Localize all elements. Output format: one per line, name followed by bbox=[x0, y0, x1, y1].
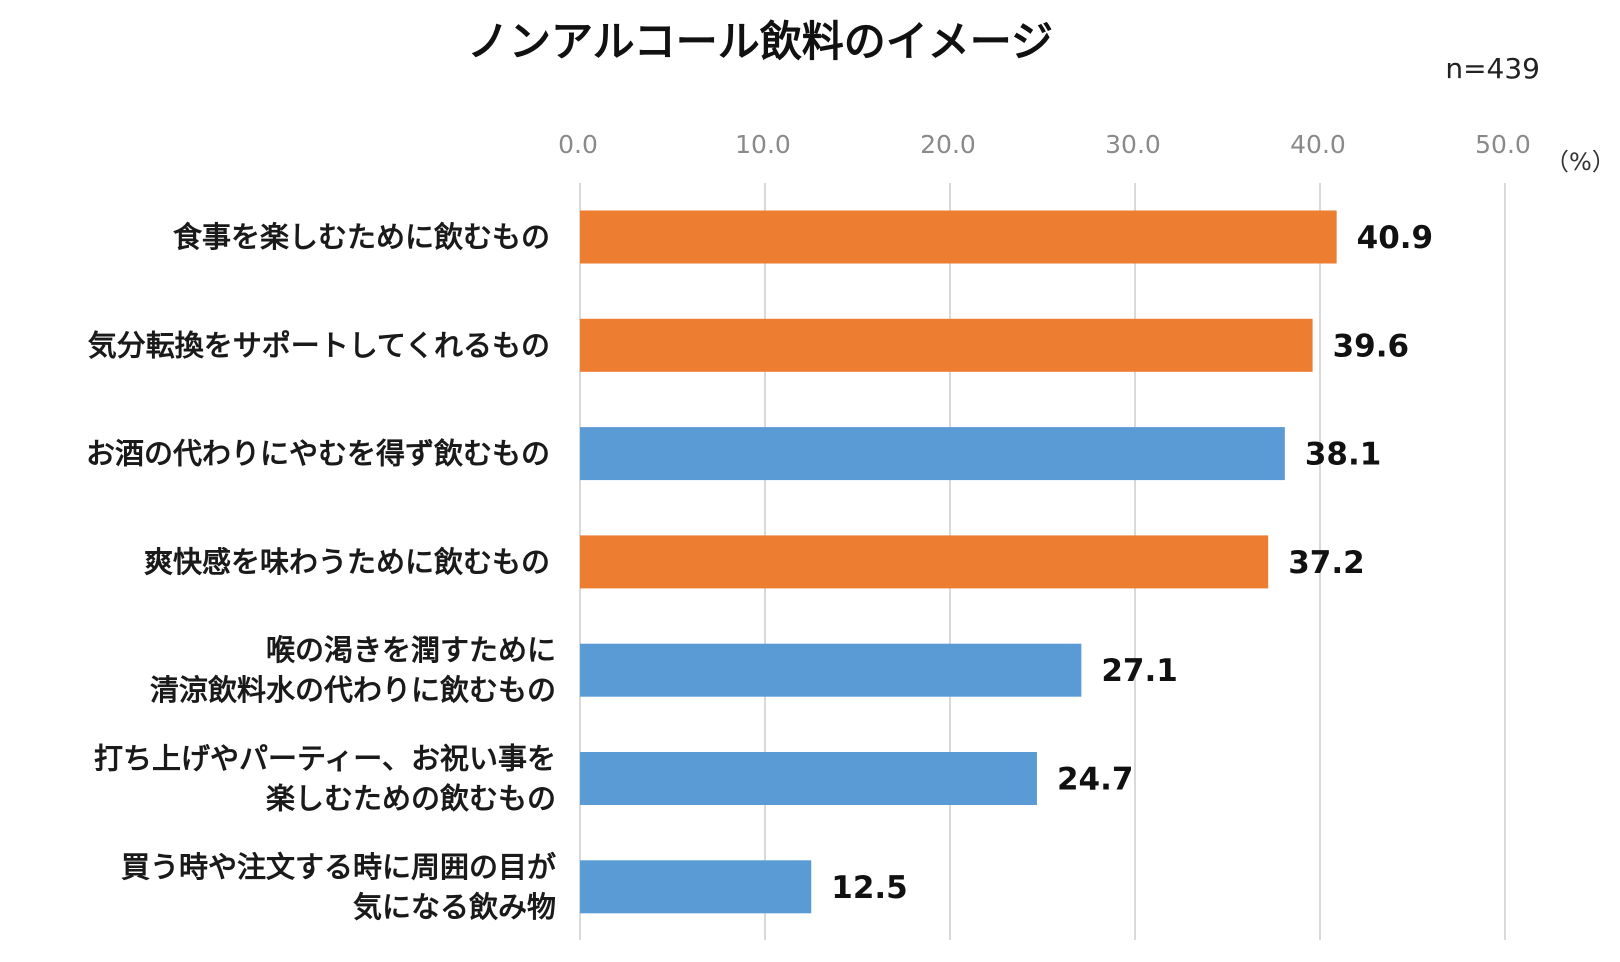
unit-label: （%） bbox=[1545, 148, 1616, 176]
category-label: 食事を楽しむために飲むもの bbox=[173, 220, 550, 254]
sample-size-label: n=439 bbox=[1445, 52, 1540, 85]
category-label: お酒の代わりにやむを得ず飲むもの bbox=[86, 437, 550, 471]
chart-title: ノンアルコール飲料のイメージ bbox=[467, 17, 1053, 66]
value-label: 24.7 bbox=[1057, 762, 1134, 798]
x-tick-label: 40.0 bbox=[1290, 130, 1346, 159]
value-label: 37.2 bbox=[1288, 545, 1365, 581]
category-label-line: 楽しむための飲むもの bbox=[266, 782, 556, 816]
value-label: 39.6 bbox=[1333, 328, 1410, 364]
x-tick-label: 30.0 bbox=[1105, 130, 1161, 159]
category-label: 爽快感を味わうために飲むもの bbox=[144, 545, 550, 579]
bars bbox=[580, 210, 1337, 914]
bar bbox=[580, 535, 1269, 589]
category-label: 気分転換をサポートしてくれるもの bbox=[88, 328, 550, 362]
bar bbox=[580, 643, 1082, 697]
bar bbox=[580, 210, 1337, 264]
value-label: 38.1 bbox=[1305, 437, 1382, 473]
x-tick-label: 50.0 bbox=[1475, 130, 1531, 159]
value-label: 12.5 bbox=[831, 870, 908, 906]
category-label-line: 清涼飲料水の代わりに飲むもの bbox=[150, 673, 556, 707]
x-axis-ticks: 0.0 10.0 20.0 30.0 40.0 50.0 bbox=[558, 130, 1531, 159]
value-label: 27.1 bbox=[1101, 653, 1178, 689]
category-labels: 食事を楽しむために飲むもの気分転換をサポートしてくれるものお酒の代わりにやむを得… bbox=[86, 220, 556, 924]
bar bbox=[580, 860, 812, 914]
category-label-line: 買う時や注文する時に周囲の目が bbox=[121, 850, 556, 884]
category-label-line: 喉の渇きを潤すために bbox=[266, 633, 556, 667]
bar bbox=[580, 752, 1037, 805]
bar bbox=[580, 318, 1313, 372]
category-label-line: 気になる飲み物 bbox=[353, 890, 556, 924]
x-tick-label: 10.0 bbox=[735, 130, 791, 159]
value-label: 40.9 bbox=[1357, 220, 1434, 256]
value-labels: 40.9 39.6 38.1 37.2 27.1 24.7 12.5 bbox=[831, 220, 1433, 906]
x-tick-label: 0.0 bbox=[558, 130, 598, 159]
category-label-line: 打ち上げやパーティー、お祝い事を bbox=[94, 742, 556, 776]
bar bbox=[580, 427, 1285, 481]
x-tick-label: 20.0 bbox=[920, 130, 976, 159]
